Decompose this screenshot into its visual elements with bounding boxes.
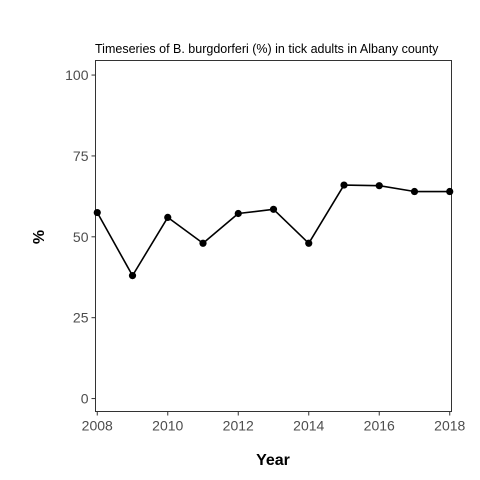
y-tick-label: 100 bbox=[65, 67, 89, 83]
x-tick-label: 2018 bbox=[434, 418, 465, 434]
data-point bbox=[446, 187, 454, 196]
y-axis-title: % bbox=[31, 230, 48, 244]
x-tick-label: 2014 bbox=[293, 418, 324, 434]
data-point bbox=[128, 272, 137, 280]
data-point bbox=[340, 181, 348, 189]
chart-title: Timeseries of B. burgdorferi (%) in tick… bbox=[95, 42, 439, 56]
data-point bbox=[410, 187, 419, 196]
x-tick-label: 2012 bbox=[223, 418, 254, 434]
data-point bbox=[234, 209, 242, 218]
data-point bbox=[269, 205, 278, 213]
y-tick-label: 25 bbox=[73, 310, 89, 326]
data-point bbox=[375, 182, 383, 190]
x-tick-label: 2016 bbox=[364, 418, 395, 434]
y-tick-label: 0 bbox=[81, 391, 89, 407]
y-axis: 0 25 50 75 100 bbox=[65, 67, 96, 407]
data-point bbox=[305, 239, 313, 247]
series-layer bbox=[93, 181, 454, 280]
data-point bbox=[93, 208, 101, 217]
x-tick-label: 2010 bbox=[152, 418, 183, 434]
y-tick-label: 75 bbox=[73, 148, 89, 164]
series-line bbox=[96, 184, 450, 277]
y-tick-label: 50 bbox=[73, 229, 89, 245]
x-axis-title: Year bbox=[256, 452, 290, 469]
data-point bbox=[199, 239, 207, 247]
x-axis: 2008 2010 2012 2014 2016 2018 bbox=[82, 411, 466, 434]
x-tick-label: 2008 bbox=[82, 418, 113, 434]
data-point bbox=[164, 213, 172, 221]
plot-panel-border bbox=[95, 60, 452, 412]
